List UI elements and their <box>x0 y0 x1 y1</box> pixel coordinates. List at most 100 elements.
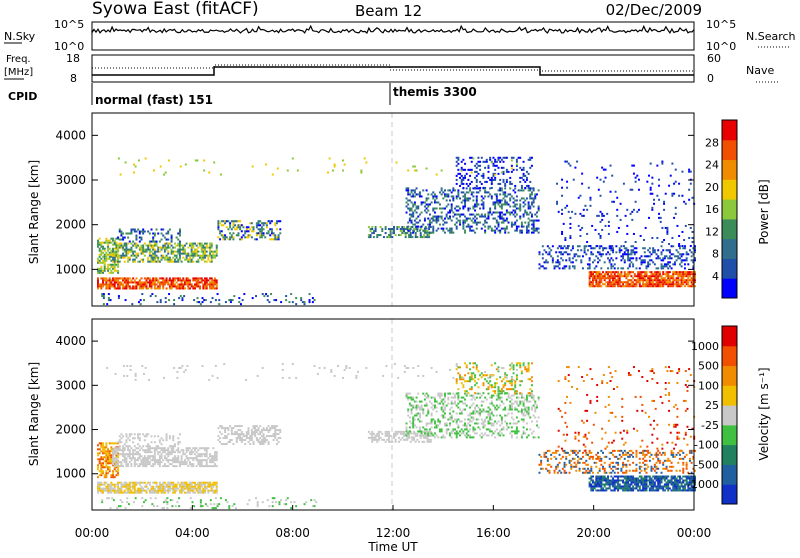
echo-cell <box>482 175 484 177</box>
echo-cell <box>635 283 637 285</box>
echo-cell <box>189 492 191 494</box>
echo-cell <box>414 418 416 420</box>
echo-cell <box>204 484 206 486</box>
echo-cell <box>671 163 673 165</box>
echo-cell <box>152 486 154 488</box>
echo-cell <box>584 251 586 253</box>
echo-cell <box>134 261 136 263</box>
echo-cell <box>436 434 438 436</box>
echo-cell <box>252 165 254 167</box>
echo-cell <box>202 301 204 303</box>
echo-cell <box>232 238 234 240</box>
echo-cell <box>171 241 173 243</box>
echo-cell <box>157 435 159 437</box>
echo-cell <box>504 214 506 216</box>
echo-cell <box>375 226 377 228</box>
echo-cell <box>452 197 454 199</box>
echo-cell <box>653 203 655 205</box>
echo-cell <box>140 277 142 279</box>
echo-cell <box>147 488 149 490</box>
echo-cell <box>469 418 471 420</box>
echo-cell <box>150 497 152 499</box>
echo-cell <box>259 220 261 222</box>
echo-cell <box>154 435 156 437</box>
echo-cell <box>669 265 671 267</box>
echo-cell <box>371 441 373 443</box>
echo-cell <box>481 157 483 159</box>
echo-cell <box>142 287 144 289</box>
echo-cell <box>675 181 677 183</box>
echo-cell <box>411 413 413 415</box>
echo-cell <box>691 231 693 233</box>
echo-cell <box>104 270 106 272</box>
echo-cell <box>149 484 151 486</box>
echo-cell <box>146 486 148 488</box>
echo-cell <box>390 435 392 437</box>
echo-cell <box>215 497 217 499</box>
echo-cell <box>498 173 500 175</box>
echo-cell <box>229 441 231 443</box>
echo-cell <box>381 228 383 230</box>
echo-cell <box>232 299 234 301</box>
echo-cell <box>612 249 614 251</box>
echo-cell <box>258 222 260 224</box>
echo-cell <box>612 265 614 267</box>
echo-cell <box>442 230 444 232</box>
echo-cell <box>417 216 419 218</box>
echo-cell <box>149 233 151 235</box>
echo-cell <box>595 229 597 231</box>
echo-cell <box>171 259 173 261</box>
echo-cell <box>167 253 169 255</box>
echo-cell <box>120 490 122 492</box>
echo-cell <box>114 243 116 245</box>
echo-cell <box>154 457 156 459</box>
echo-cell <box>161 259 163 261</box>
echo-cell <box>181 261 183 263</box>
echo-cell <box>412 193 414 195</box>
echo-cell <box>179 228 181 230</box>
echo-cell <box>368 431 370 433</box>
echo-cell <box>428 228 430 230</box>
echo-cell <box>538 253 540 255</box>
echo-cell <box>431 222 433 224</box>
echo-cell <box>166 503 168 505</box>
echo-cell <box>509 193 511 195</box>
echo-cell <box>523 201 525 203</box>
echo-cell <box>274 437 276 439</box>
echo-cell <box>456 179 458 181</box>
echo-cell <box>564 245 566 247</box>
echo-cell <box>97 258 99 260</box>
echo-cell <box>138 159 140 161</box>
echo-cell <box>364 157 366 159</box>
echo-cell <box>149 445 151 447</box>
echo-cell <box>119 287 121 289</box>
echo-cell <box>238 301 240 303</box>
echo-cell <box>153 505 155 507</box>
echo-cell <box>587 249 589 251</box>
echo-cell <box>415 232 417 234</box>
echo-cell <box>157 445 159 447</box>
echo-cell <box>417 226 419 228</box>
echo-cell <box>456 422 458 424</box>
echo-cell <box>569 265 571 267</box>
echo-cell <box>572 247 574 249</box>
echo-cell <box>117 470 119 472</box>
echo-cell <box>135 497 137 499</box>
echo-cell <box>531 214 533 216</box>
echo-cell <box>121 501 123 503</box>
echo-cell <box>447 193 449 195</box>
echo-cell <box>580 259 582 261</box>
echo-cell <box>499 161 501 163</box>
echo-cell <box>189 281 191 283</box>
echo-cell <box>371 431 373 433</box>
echo-cell <box>426 405 428 407</box>
echo-cell <box>624 259 626 261</box>
echo-cell <box>153 170 155 172</box>
echo-cell <box>616 197 618 199</box>
echo-cell <box>434 399 436 401</box>
echo-cell <box>151 451 153 453</box>
colorbar-tick-label: 28 <box>705 136 719 149</box>
echo-cell <box>134 259 136 261</box>
echo-cell <box>420 437 422 439</box>
echo-cell <box>133 501 135 503</box>
